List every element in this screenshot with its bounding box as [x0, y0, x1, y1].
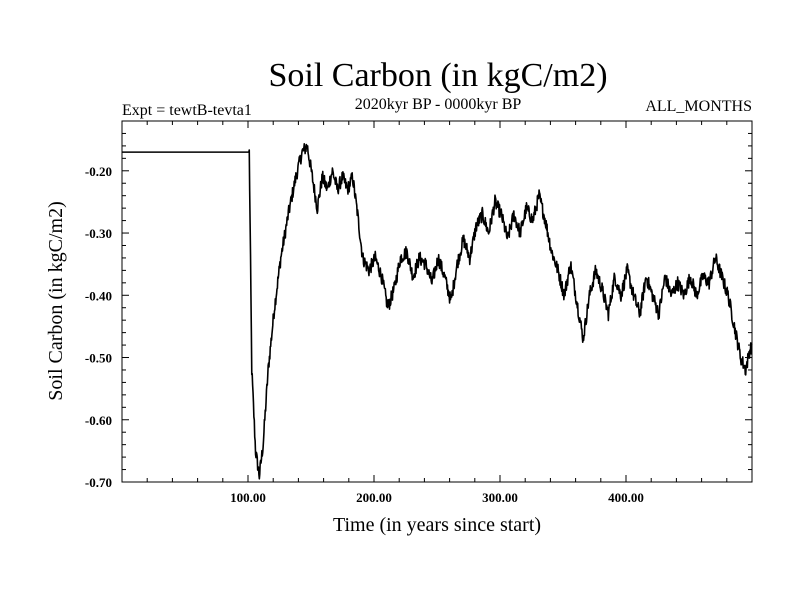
chart-subtitle: 2020kyr BP - 0000kyr BP: [355, 96, 522, 113]
x-tick-label: 300.00: [482, 490, 518, 505]
series-layer: [121, 143, 753, 480]
y-tick-label: -0.20: [85, 164, 112, 179]
experiment-label: Expt = tewtB-tevta1: [122, 102, 252, 119]
y-axis-label: Soil Carbon (in kgC/m2): [45, 201, 67, 400]
x-tick-label: 200.00: [356, 490, 392, 505]
y-tick-label: -0.70: [85, 475, 112, 490]
months-label: ALL_MONTHS: [645, 98, 752, 115]
y-tick-label: -0.30: [85, 226, 112, 241]
plot-frame: [121, 120, 753, 483]
x-axis-label: Time (in years since start): [333, 514, 541, 536]
axis-tick-labels: 100.00 200.00 300.00 400.00 -0.20 -0.30 -0.40 -…: [85, 164, 644, 505]
series-line: [121, 143, 753, 480]
x-tick-label: 100.00: [230, 490, 266, 505]
chart-title: Soil Carbon (in kgC/m2): [268, 57, 607, 94]
axis-ticks: [122, 120, 752, 483]
y-tick-label: -0.60: [85, 413, 112, 428]
y-tick-label: -0.50: [85, 351, 112, 366]
x-tick-label: 400.00: [608, 490, 644, 505]
y-tick-label: -0.40: [85, 288, 112, 303]
